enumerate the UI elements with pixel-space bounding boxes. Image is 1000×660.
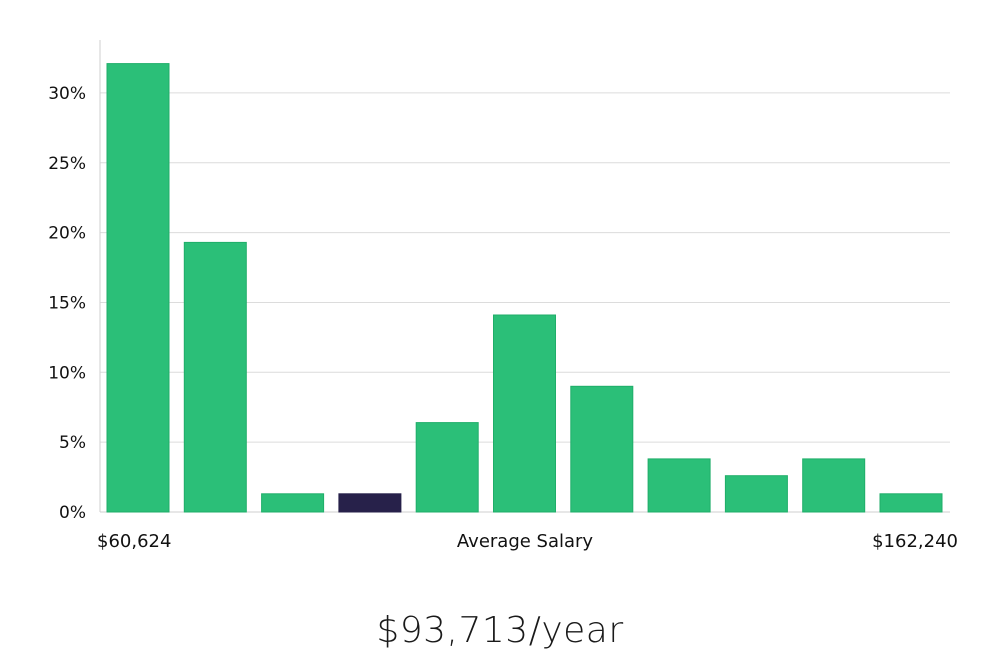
bar [879, 493, 943, 513]
y-tick-label: 20% [48, 224, 86, 244]
bar-highlighted [338, 493, 402, 513]
bars [106, 63, 943, 513]
bar [415, 422, 479, 513]
x-max-label: $162,240 [872, 531, 958, 552]
bar [106, 63, 170, 513]
y-tick-label: 30% [48, 84, 86, 104]
y-tick-label: 10% [48, 363, 86, 383]
bar [570, 385, 634, 513]
average-salary-headline: $93,713/year [376, 610, 624, 651]
bar [647, 458, 711, 513]
bar [802, 458, 866, 513]
x-center-label: Average Salary [457, 531, 594, 552]
y-tick-label: 15% [48, 293, 86, 313]
bar [724, 475, 788, 513]
y-tick-label: 25% [48, 154, 86, 174]
y-tick-labels: 0% 5% 10% 15% 20% 25% 30% [48, 84, 86, 523]
bar [493, 314, 556, 513]
y-tick-label: 5% [59, 433, 86, 453]
bar [183, 241, 247, 513]
salary-histogram: 0% 5% 10% 15% 20% 25% 30% $60,624 Average Sala… [48, 40, 958, 552]
y-tick-label: 0% [59, 503, 86, 523]
x-min-label: $60,624 [97, 531, 171, 552]
bar [261, 493, 325, 513]
